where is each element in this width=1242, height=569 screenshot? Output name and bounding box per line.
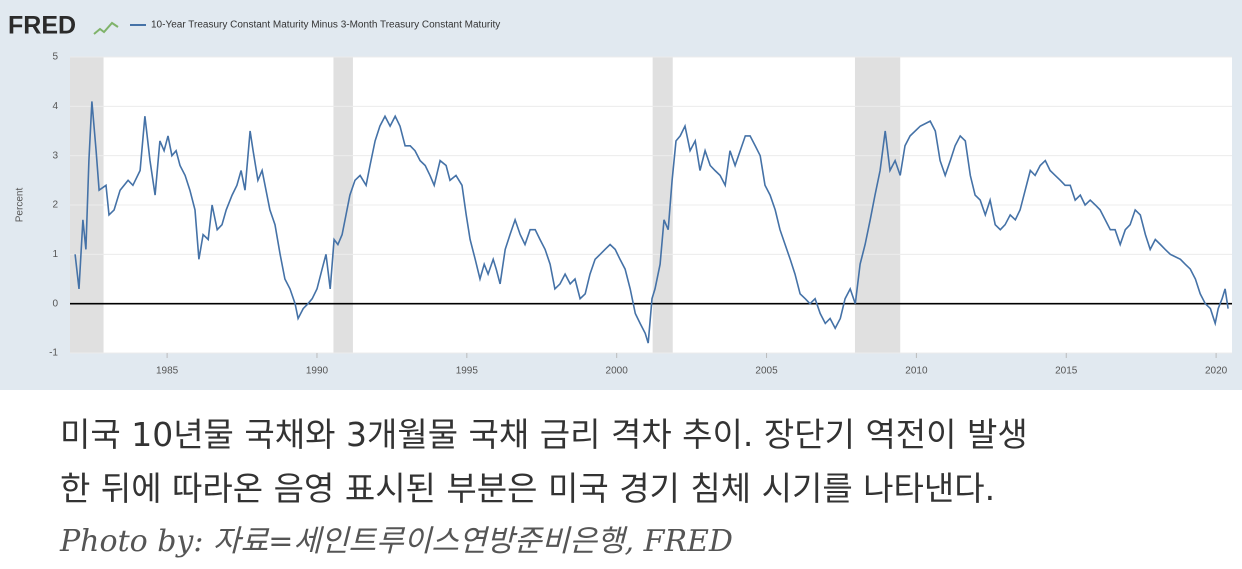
legend-label: 10-Year Treasury Constant Maturity Minus… [151, 20, 500, 31]
x-tick-label: 2020 [1205, 366, 1228, 377]
y-axis-label: Percent [15, 188, 26, 223]
x-tick-label: 2015 [1055, 366, 1078, 377]
y-tick-label: -1 [49, 348, 58, 359]
x-tick-label: 1985 [156, 366, 179, 377]
y-tick-label: 1 [52, 249, 58, 260]
logo: FRED [8, 12, 76, 40]
x-tick-label: 2000 [606, 366, 629, 377]
y-tick-label: 2 [52, 200, 58, 211]
x-tick-label: 1995 [456, 366, 479, 377]
caption-line: 한 뒤에 따라온 음영 표시된 부분은 미국 경기 침체 시기를 나타낸다. [60, 469, 996, 508]
logo-icon [93, 21, 119, 35]
y-tick-label: 0 [52, 298, 58, 309]
series-line [74, 101, 1229, 344]
y-tick-label: 4 [52, 101, 58, 112]
x-tick-label: 2010 [905, 366, 928, 377]
y-tick-label: 3 [52, 150, 58, 161]
caption-credit: Photo by: 자료=세인트루이스연방준비은행, FRED [60, 524, 733, 559]
chart: FRED Percent -1 0 1 2 3 4 5 1985 1990 1995 2000 200… [0, 0, 1242, 390]
y-tick-label: 5 [52, 52, 58, 63]
caption-line: 미국 10년물 국채와 3개월물 국채 금리 격차 추이. 장단기 역전이 발생 [60, 415, 1028, 454]
x-tick-label: 2005 [755, 366, 778, 377]
x-tick-label: 1990 [306, 366, 329, 377]
